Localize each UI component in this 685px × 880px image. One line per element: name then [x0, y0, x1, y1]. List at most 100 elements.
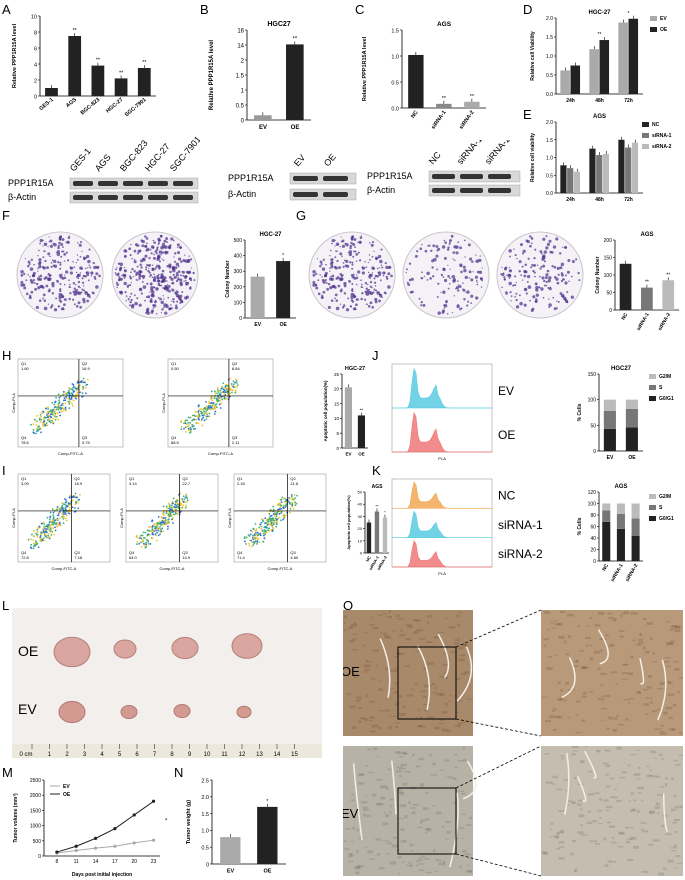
colony — [455, 251, 459, 255]
event-dot — [236, 382, 238, 384]
bar-SGC-7901 — [137, 68, 151, 96]
colony — [365, 303, 368, 306]
data-point-OE — [93, 836, 98, 840]
ihc-texture — [364, 795, 367, 797]
ihc-texture — [378, 727, 382, 730]
colony — [355, 283, 358, 286]
ihc-texture — [441, 711, 448, 714]
event-dot — [145, 543, 147, 546]
colony — [60, 255, 63, 258]
colony — [364, 290, 368, 294]
event-dot — [213, 390, 216, 393]
event-dot — [72, 386, 75, 389]
colony — [508, 266, 511, 269]
y-axis-label: Colony Number — [225, 260, 231, 297]
colony — [374, 289, 377, 292]
event-dot — [40, 533, 42, 536]
colony — [406, 281, 409, 284]
event-dot — [57, 507, 60, 510]
bar-EV — [589, 49, 599, 94]
colony — [506, 274, 509, 277]
colony — [435, 254, 439, 258]
event-dot — [221, 387, 224, 390]
ihc-texture — [355, 871, 360, 874]
event-dot — [180, 503, 183, 506]
panel-letter-o: O — [343, 598, 354, 613]
event-dot — [51, 401, 54, 404]
ihc-texture — [398, 695, 403, 698]
zoom-connector — [455, 609, 542, 648]
event-dot — [200, 410, 202, 413]
event-dot — [282, 497, 285, 500]
colony — [50, 304, 54, 307]
colony — [353, 295, 356, 298]
histogram-label: EV — [498, 384, 514, 398]
event-dot — [141, 534, 144, 537]
ihc-texture — [399, 634, 406, 637]
ihc-texture — [571, 801, 575, 805]
y-tick-label: 0 — [34, 94, 37, 100]
flow-cytometry-i: Q13.09Q216.9Q472.8Q37.18Comp-FITC-AComp-… — [11, 473, 327, 571]
ihc-texture — [365, 847, 368, 849]
colony — [508, 281, 512, 286]
blot-band — [98, 195, 118, 200]
colony — [171, 288, 175, 292]
ihc-texture — [639, 632, 643, 636]
colony — [508, 273, 511, 277]
ihc-texture — [346, 693, 352, 695]
colony — [369, 258, 371, 261]
event-dot — [165, 510, 168, 513]
colony — [369, 273, 373, 278]
flow-plot-frame — [17, 358, 124, 448]
ihc-image — [541, 746, 683, 876]
colony — [57, 261, 60, 264]
flow-y-axis-label: Comp-PI-A — [119, 508, 124, 528]
y-tick-label: 2.5 — [201, 778, 209, 784]
data-point-OE — [74, 844, 78, 848]
ihc-texture — [580, 824, 583, 827]
event-dot — [140, 545, 143, 548]
colony — [86, 299, 89, 303]
colony — [449, 268, 451, 270]
event-dot — [225, 383, 228, 386]
event-dot — [205, 411, 207, 413]
event-dot — [49, 525, 51, 528]
ihc-texture — [560, 755, 565, 757]
event-dot — [202, 410, 205, 413]
colony — [42, 266, 46, 270]
event-dot — [39, 535, 42, 537]
colony — [510, 295, 513, 298]
event-dot — [161, 527, 164, 530]
ihc-texture — [415, 864, 419, 867]
colony — [174, 260, 177, 263]
colony — [457, 289, 460, 292]
event-dot — [209, 404, 212, 407]
ihc-texture — [371, 724, 379, 728]
event-dot — [45, 528, 48, 531]
ihc-texture — [404, 770, 411, 773]
colony — [351, 267, 354, 270]
colony — [350, 274, 354, 277]
ihc-texture — [445, 838, 449, 840]
event-dot — [33, 418, 36, 421]
ihc-texture — [670, 846, 678, 849]
row-label: OE — [343, 664, 360, 679]
colony — [27, 273, 29, 276]
ihc-texture — [454, 725, 458, 727]
event-dot — [294, 497, 297, 500]
colony — [379, 279, 382, 282]
colony — [480, 286, 483, 288]
blot-band — [432, 174, 455, 179]
colony — [64, 298, 67, 301]
ihc-image — [343, 610, 473, 736]
colony — [450, 239, 452, 241]
event-dot — [187, 424, 190, 427]
ihc-texture — [608, 616, 613, 620]
ihc-texture — [407, 694, 414, 697]
quadrant-label: Q1 — [129, 476, 135, 481]
event-dot — [48, 536, 51, 539]
bar-siRNA-1 — [567, 168, 574, 193]
colony — [523, 269, 527, 274]
ihc-texture — [630, 655, 634, 659]
event-dot — [52, 511, 55, 514]
